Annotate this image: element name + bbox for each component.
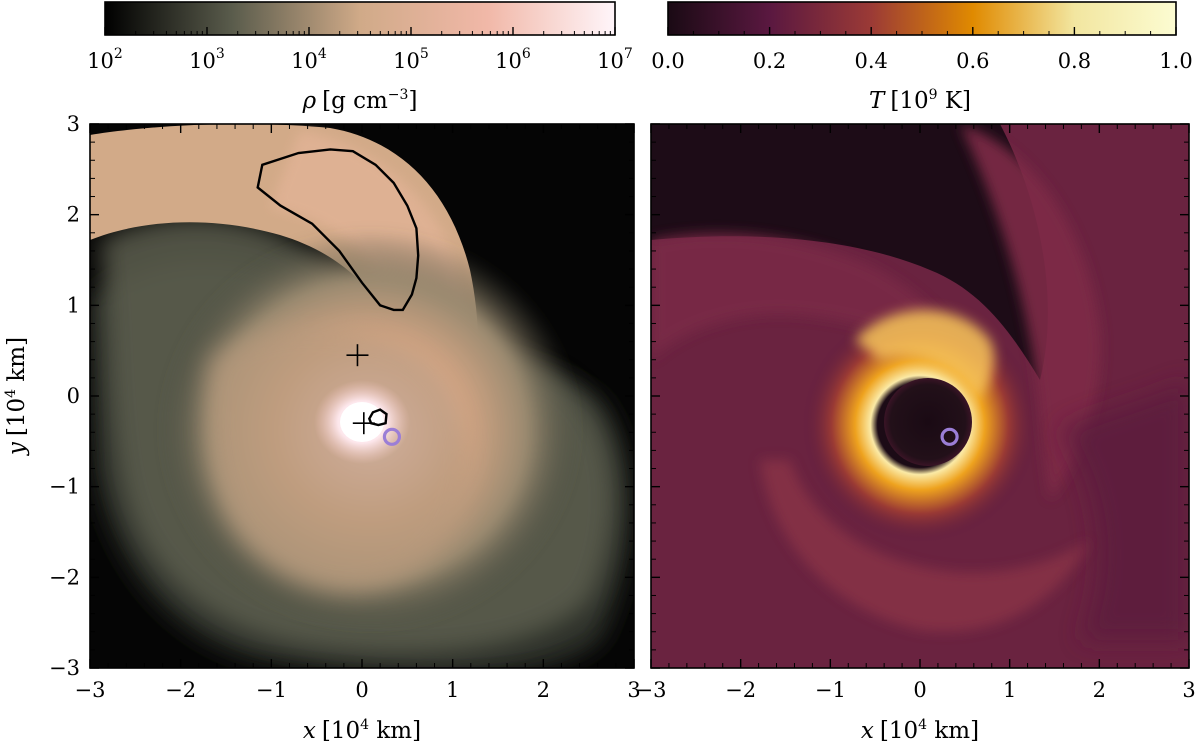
colorbar-tick-label: 104 <box>291 46 327 73</box>
x-tick-label: −3 <box>636 678 667 702</box>
colorbar-temperature: 0.0 0.2 0.4 0.6 0.8 1.0 T [109 K] <box>651 1 1193 114</box>
density-contour-large <box>256 148 420 312</box>
colorbar-density-label: ρ [g cm−3] <box>302 87 418 114</box>
x-tick-label: −1 <box>256 678 287 702</box>
colorbar-temperature-bar <box>667 1 1177 36</box>
colorbar-density-bar <box>104 1 616 36</box>
y-tick-label: −3 <box>49 656 80 680</box>
colorbar-density-tick-labels: 102 103 104 105 106 107 <box>87 46 633 73</box>
density-x-axis-label: x [104 km] <box>303 717 421 744</box>
y-tick-label: −1 <box>49 475 80 499</box>
y-tick-label: 3 <box>67 112 80 136</box>
colorbar-tick-label: 0.8 <box>1058 49 1091 73</box>
x-tick-label: 3 <box>1182 678 1195 702</box>
colorbar-tick-label: 107 <box>597 46 633 73</box>
colorbar-tick-label: 106 <box>495 46 531 73</box>
x-tick-label: 2 <box>1093 678 1106 702</box>
position-circle-marker <box>382 427 402 446</box>
colorbar-temperature-ticks <box>667 27 1177 35</box>
x-tick-label: 1 <box>1003 678 1016 702</box>
temperature-axes: −3 −2 −1 0 1 2 3 <box>636 123 1196 702</box>
colorbar-tick-label: 0.2 <box>753 49 786 73</box>
y-tick-label: 1 <box>67 293 80 317</box>
temperature-field <box>651 124 1189 668</box>
position-circle-marker <box>940 427 959 446</box>
y-tick-label: 2 <box>67 203 80 227</box>
y-tick-label: −2 <box>49 565 80 589</box>
colorbar-density-ticks <box>104 27 616 35</box>
x-tick-label: −2 <box>725 678 756 702</box>
y-tick-label: 0 <box>67 384 80 408</box>
temperature-panel: −3 −2 −1 0 1 2 3 x [104 km] <box>636 123 1196 744</box>
colorbar-temperature-tick-labels: 0.0 0.2 0.4 0.6 0.8 1.0 <box>651 49 1192 73</box>
x-tick-label: 1 <box>446 678 459 702</box>
density-axes: −3 −2 −1 0 1 2 3 3 2 1 0 −1 −2 −3 <box>49 112 641 702</box>
x-tick-label: 0 <box>355 678 368 702</box>
colorbar-tick-label: 103 <box>189 46 225 73</box>
colorbar-density: 102 103 104 105 106 107 ρ [g cm−3] <box>87 1 633 114</box>
center-plus-marker <box>352 412 375 435</box>
density-y-axis-label: y[104 km] <box>3 337 30 456</box>
density-panel: −3 −2 −1 0 1 2 3 3 2 1 0 −1 −2 −3 x [104 km] y[104 km] <box>3 112 641 744</box>
colorbar-tick-label: 105 <box>393 46 429 73</box>
colorbar-tick-label: 0.0 <box>651 49 684 73</box>
temperature-markers <box>940 427 959 446</box>
colorbar-temperature-label: T [109 K] <box>869 87 971 114</box>
x-tick-label: −3 <box>75 678 106 702</box>
x-tick-label: 0 <box>913 678 926 702</box>
x-tick-label: 2 <box>537 678 550 702</box>
x-tick-label: −1 <box>815 678 846 702</box>
colorbar-tick-label: 1.0 <box>1159 49 1192 73</box>
x-tick-label: 3 <box>627 678 640 702</box>
colorbar-tick-label: 0.4 <box>854 49 887 73</box>
center-plus-marker <box>346 344 369 367</box>
density-field <box>90 124 634 668</box>
colorbar-tick-label: 102 <box>87 46 123 73</box>
colorbar-tick-label: 0.6 <box>956 49 989 73</box>
density-markers <box>346 344 402 446</box>
temperature-x-axis-label: x [104 km] <box>861 717 979 744</box>
x-tick-label: −2 <box>165 678 196 702</box>
